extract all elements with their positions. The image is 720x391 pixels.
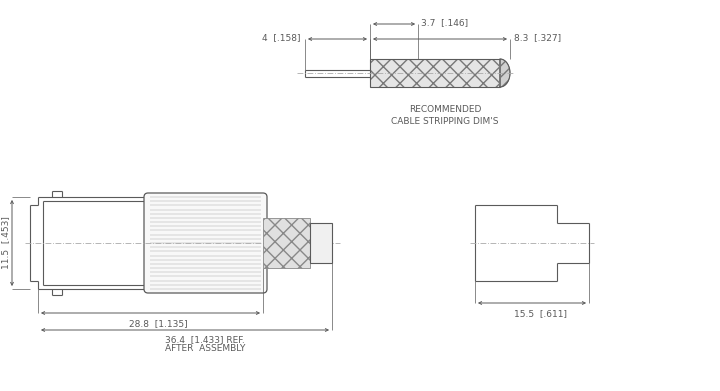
FancyBboxPatch shape (144, 193, 267, 293)
Text: 28.8  [1.135]: 28.8 [1.135] (129, 319, 188, 328)
Text: AFTER  ASSEMBLY: AFTER ASSEMBLY (165, 344, 246, 353)
Text: 3.7  [.146]: 3.7 [.146] (421, 18, 468, 27)
Text: 15.5  [.611]: 15.5 [.611] (513, 309, 567, 318)
Polygon shape (263, 218, 310, 268)
Polygon shape (310, 223, 332, 263)
Polygon shape (500, 59, 510, 87)
Text: 36.4  [1.433] REF.: 36.4 [1.433] REF. (165, 335, 245, 344)
Text: 8.3  [.327]: 8.3 [.327] (514, 34, 561, 43)
Text: CABLE STRIPPING DIM'S: CABLE STRIPPING DIM'S (391, 117, 499, 126)
Text: RECOMMENDED: RECOMMENDED (409, 104, 481, 113)
Text: 4  [.158]: 4 [.158] (263, 34, 301, 43)
Polygon shape (370, 59, 500, 87)
Text: 11.5  [.453]: 11.5 [.453] (1, 217, 10, 269)
